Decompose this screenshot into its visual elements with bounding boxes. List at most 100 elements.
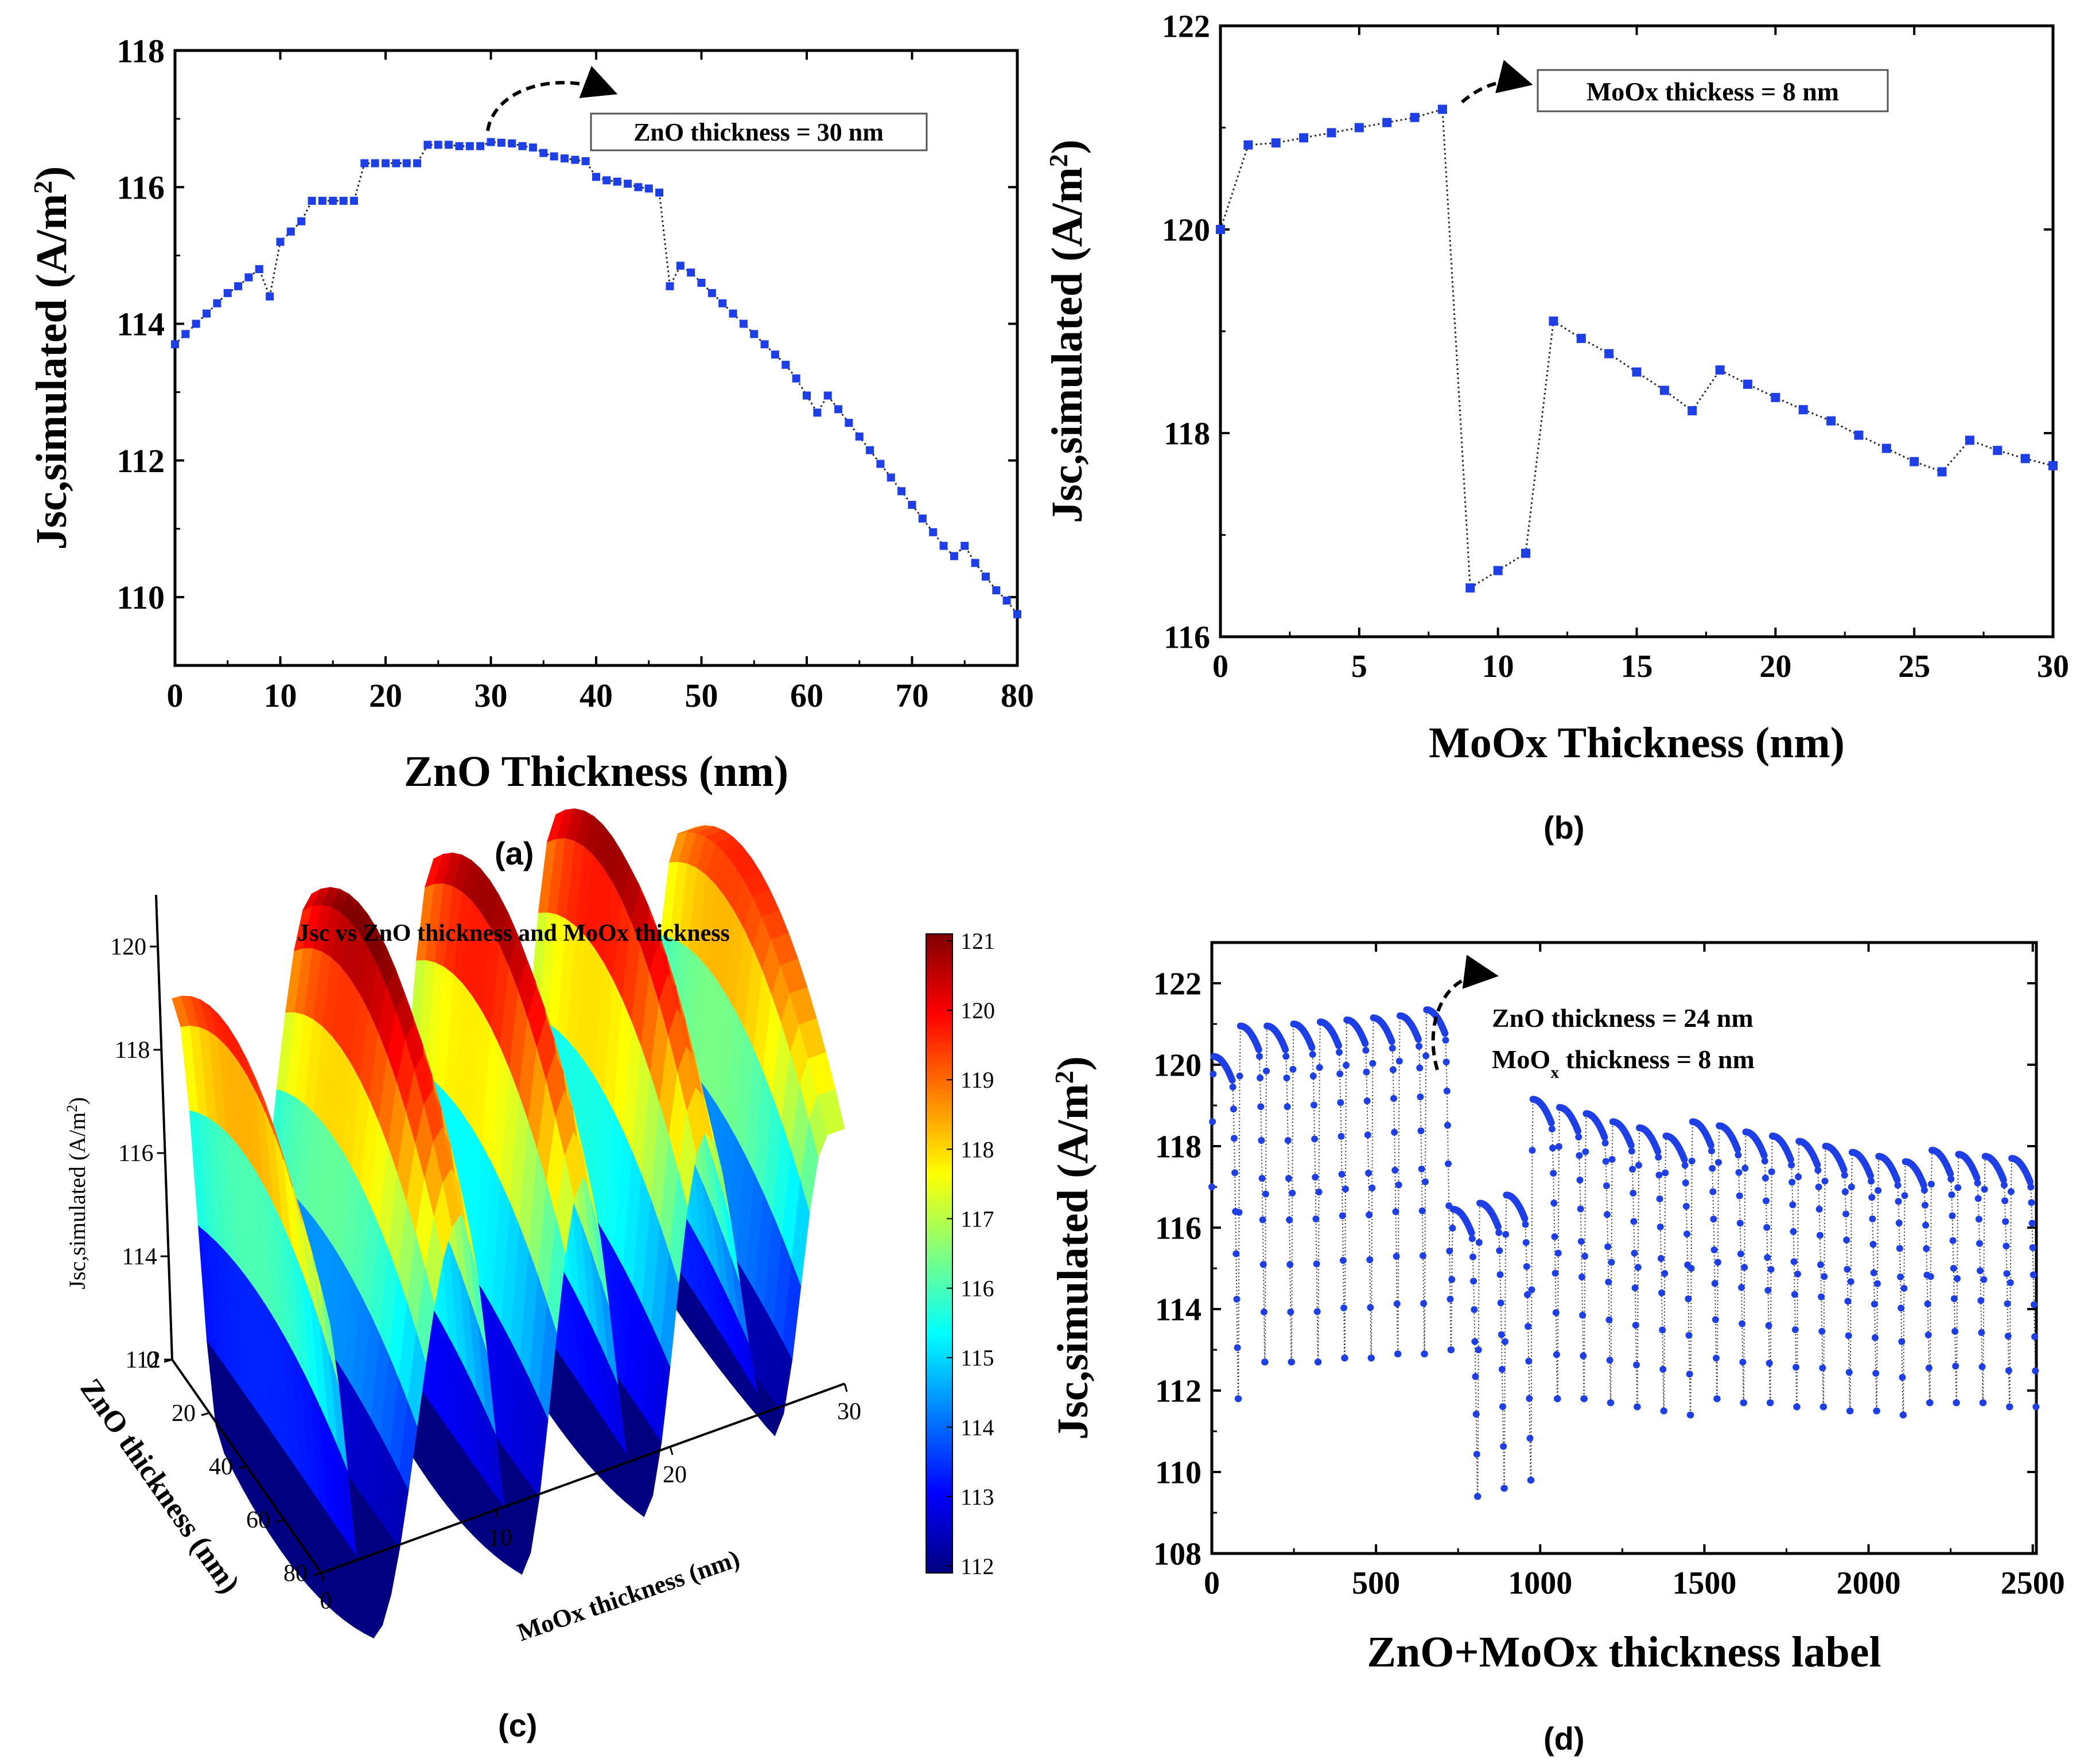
data-point — [1789, 1201, 1797, 1209]
data-point — [1895, 1219, 1903, 1226]
data-point — [1550, 1170, 1557, 1177]
data-point — [1576, 1152, 1583, 1159]
data-point — [1965, 435, 1974, 445]
data-point — [1521, 1215, 1529, 1222]
data-point — [518, 142, 527, 150]
data-point — [1687, 406, 1697, 415]
data-point — [1764, 1254, 1771, 1261]
data-point — [203, 309, 211, 318]
data-point — [1362, 1046, 1370, 1054]
data-point — [1993, 446, 2003, 455]
data-point — [1471, 1338, 1479, 1345]
data-point — [1313, 1308, 1321, 1315]
y-tick-label: 108 — [1153, 1537, 1202, 1572]
data-point — [771, 351, 779, 359]
data-point — [1547, 1119, 1555, 1127]
data-point — [445, 141, 453, 149]
data-point — [1841, 1188, 1849, 1196]
data-point — [1814, 1161, 1821, 1169]
data-point — [2031, 1301, 2038, 1309]
data-point — [1818, 1293, 1825, 1300]
data-point — [2027, 1178, 2034, 1186]
z-tick-label: 116 — [118, 1140, 153, 1167]
data-point — [1707, 1142, 1714, 1149]
data-point — [1311, 1101, 1317, 1109]
data-point — [1685, 1331, 1693, 1339]
data-point — [1309, 1051, 1316, 1058]
data-point — [581, 157, 590, 165]
data-point — [2031, 1333, 2039, 1341]
z-tick-label: 120 — [110, 934, 146, 960]
data-point — [1741, 1264, 1748, 1271]
data-point — [1687, 1265, 1695, 1272]
data-point — [1633, 1361, 1640, 1369]
y-tick-label: 116 — [1164, 620, 1210, 656]
data-point — [1229, 1083, 1237, 1091]
x-tick-label: 20 — [663, 1462, 687, 1488]
data-point — [1415, 1035, 1422, 1043]
data-point — [1523, 1263, 1530, 1270]
data-point — [750, 330, 759, 338]
data-point — [1552, 1309, 1560, 1317]
data-point — [1497, 1299, 1504, 1307]
data-point — [1472, 1411, 1480, 1418]
data-point — [1341, 1354, 1348, 1362]
data-point — [1257, 1103, 1265, 1111]
data-point — [297, 217, 306, 225]
data-point — [2000, 1181, 2008, 1189]
data-point — [1449, 1224, 1456, 1232]
data-point — [2007, 1279, 2014, 1286]
data-point — [1255, 1046, 1262, 1053]
y-tick — [313, 1572, 322, 1576]
data-point — [1949, 1237, 1957, 1244]
data-point — [286, 227, 295, 236]
data-point — [1313, 1260, 1320, 1268]
data-point — [1395, 1181, 1402, 1189]
data-point — [1234, 1344, 1241, 1352]
colorbar-tick-label: 121 — [961, 928, 995, 954]
annotation-line-2-a: MoO — [1492, 1045, 1550, 1074]
data-point — [308, 197, 316, 205]
data-point — [1682, 1179, 1689, 1186]
data-point — [1388, 1038, 1395, 1045]
data-point — [602, 176, 611, 185]
data-point — [1552, 1270, 1559, 1277]
data-point — [644, 184, 653, 193]
data-point — [371, 159, 379, 168]
annotation-line-2-sub: x — [1550, 1063, 1559, 1082]
data-point — [1230, 1135, 1238, 1142]
data-point — [1715, 1159, 1722, 1166]
annotation-box — [1483, 992, 1845, 1084]
data-point — [1549, 1144, 1556, 1152]
data-point — [1315, 1358, 1322, 1366]
data-point — [1656, 1195, 1663, 1202]
data-point — [1256, 1053, 1263, 1060]
data-point — [1842, 1210, 1850, 1218]
data-point — [1446, 1247, 1453, 1255]
data-point — [1947, 1175, 1955, 1183]
data-point — [1869, 1241, 1877, 1248]
data-point — [255, 265, 263, 274]
x-tick-label: 10 — [488, 1525, 512, 1551]
y-tick-label: 118 — [116, 32, 165, 69]
data-point — [1632, 367, 1642, 377]
data-point — [1791, 1291, 1798, 1298]
z-axis-label-tail: ) — [64, 1097, 90, 1104]
data-point — [1444, 1122, 1451, 1129]
data-point — [1607, 1399, 1615, 1407]
x-tick-label: 2500 — [2001, 1566, 2065, 1601]
data-point — [1737, 1250, 1744, 1257]
data-point — [1881, 443, 1891, 453]
data-point — [213, 299, 221, 307]
data-point — [1899, 1374, 1906, 1381]
data-point — [1283, 1074, 1290, 1081]
y-tick-label: 122 — [1153, 967, 1202, 1002]
data-point — [1288, 1358, 1296, 1366]
panel-label-d: (d) — [1543, 1720, 1585, 1757]
data-point — [1766, 1360, 1773, 1367]
data-point — [1659, 385, 1669, 395]
y-axis-label-tail: ) — [1043, 139, 1091, 154]
data-point — [1308, 1044, 1316, 1052]
data-point — [1366, 1256, 1374, 1263]
data-point — [1285, 1175, 1292, 1182]
